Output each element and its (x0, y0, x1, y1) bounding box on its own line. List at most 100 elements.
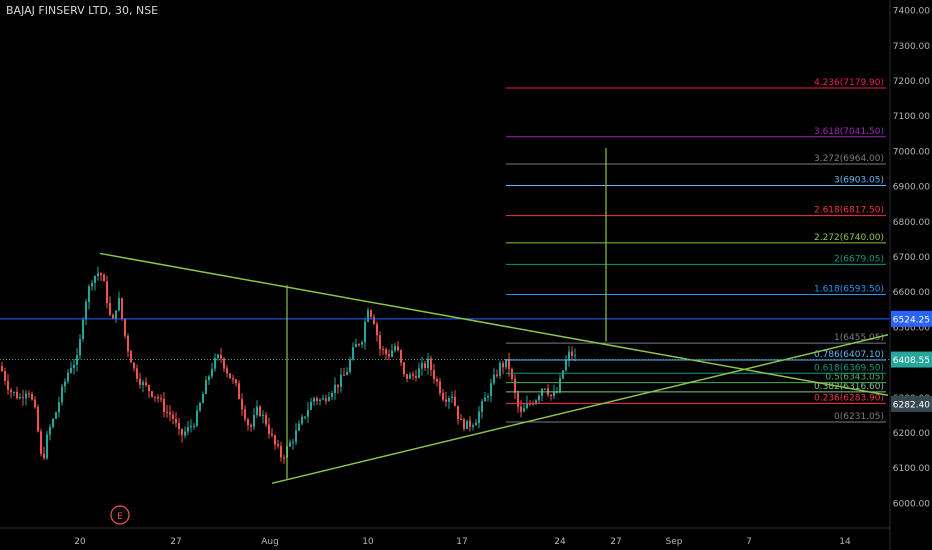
fib-level-label: 3.618(7041.50) (814, 127, 884, 137)
time-axis[interactable]: 20 27 Aug 10 17 24 27 Sep 7 14 (0, 527, 890, 547)
fib-extension-tool[interactable]: 0(6231.05)0.236(6283.90)0.382(6316.60)0.… (506, 78, 886, 423)
fib-level-label: 0.786(6407.10) (814, 350, 884, 360)
candle-body (517, 392, 519, 407)
earnings-marker-label: E (117, 512, 123, 522)
candle-body (388, 354, 390, 357)
candle-body (154, 396, 156, 398)
time-tick-label: 24 (554, 537, 566, 547)
candle-body (568, 351, 570, 361)
fib-level-label: 1(6455.05) (834, 333, 884, 343)
candle-body (214, 358, 216, 369)
candle-body (82, 319, 84, 340)
last-price-tag: 6408.55 (893, 356, 930, 366)
candle-body (118, 298, 120, 311)
candle-body (25, 393, 27, 399)
candle-body (289, 442, 291, 447)
candle-body (112, 314, 114, 319)
candle-body (208, 376, 210, 381)
candle-body (187, 426, 189, 432)
candle-body (373, 316, 375, 325)
candle-body (19, 397, 21, 399)
candle-body (253, 415, 255, 427)
candle-body (478, 411, 480, 423)
fib-level-label: 2(6679.05) (834, 254, 884, 264)
candle-body (484, 397, 486, 402)
price-tick-label: 6800.00 (893, 218, 930, 228)
candle-body (4, 371, 6, 381)
candle-body (232, 378, 234, 380)
candle-body (295, 430, 297, 442)
time-tick-label: 14 (839, 537, 851, 547)
fib-level-label: 4.236(7179.90) (814, 78, 884, 88)
candle-body (397, 346, 399, 351)
candle-body (448, 398, 450, 402)
candle-body (181, 429, 183, 436)
time-tick-label: 7 (746, 537, 752, 547)
price-tick-label: 6500.00 (893, 323, 930, 333)
candle-body (433, 370, 435, 380)
candle-body (7, 380, 9, 390)
price-tick-label: 7300.00 (893, 42, 930, 52)
candle-body (337, 384, 339, 387)
fib-level-label: 0.382(6316.60) (814, 382, 884, 392)
lower-trendline (271, 334, 889, 485)
candle-body (460, 418, 462, 420)
candle-body (475, 422, 477, 426)
candle-body (94, 276, 96, 283)
drawing-tools[interactable]: E (0, 147, 890, 525)
time-tick-label: 20 (74, 537, 86, 547)
price-tick-label: 6700.00 (893, 253, 930, 263)
candle-body (550, 394, 552, 396)
candle-body (100, 273, 102, 275)
candle-body (145, 382, 147, 386)
candle-body (490, 383, 492, 397)
candle-body (343, 374, 345, 376)
candle-body (34, 399, 36, 408)
candle-body (103, 274, 105, 282)
candle-body (280, 446, 282, 458)
candle-body (505, 359, 507, 368)
candle-body (562, 370, 564, 379)
candle-body (331, 393, 333, 397)
candle-body (160, 398, 162, 400)
fib-level-label: 1.618(6593.50) (814, 284, 884, 294)
candle-body (22, 397, 24, 399)
fib-level-label: 2.272(6740.00) (814, 233, 884, 243)
candle-body (454, 396, 456, 406)
candle-body (250, 425, 252, 427)
upper-trendline (99, 252, 889, 397)
price-axis[interactable]: 6000.006100.006200.006300.006400.006500.… (889, 0, 932, 550)
last-price-tag-bg (891, 351, 932, 368)
candle-body (301, 416, 303, 424)
candle-body (499, 363, 501, 376)
candle-body (136, 368, 138, 379)
candle-body (316, 398, 318, 401)
price-tick-label: 7400.00 (893, 7, 930, 17)
candle-body (220, 354, 222, 359)
candle-body (457, 405, 459, 419)
candle-body (322, 398, 324, 400)
candle-body (277, 444, 279, 447)
candle-body (124, 318, 126, 336)
candle-body (211, 368, 213, 377)
candle-body (319, 399, 321, 401)
candle-body (466, 420, 468, 429)
candle-body (70, 367, 72, 373)
candle-body (412, 374, 414, 376)
candle-body (376, 324, 378, 336)
candle-body (355, 344, 357, 348)
lower-price-tag-bg (891, 395, 932, 412)
candle-body (403, 362, 405, 375)
candle-body (49, 426, 51, 435)
time-tick-label: 17 (456, 537, 467, 547)
candle-body (307, 409, 309, 417)
candle-body (151, 391, 153, 397)
candle-body (190, 426, 192, 428)
candle-body (58, 402, 60, 413)
candle-body (421, 363, 423, 369)
fib-level-label: 0.236(6283.90) (814, 393, 884, 403)
candle-body (91, 282, 93, 287)
candle-body (310, 401, 312, 410)
candle-body (223, 358, 225, 369)
